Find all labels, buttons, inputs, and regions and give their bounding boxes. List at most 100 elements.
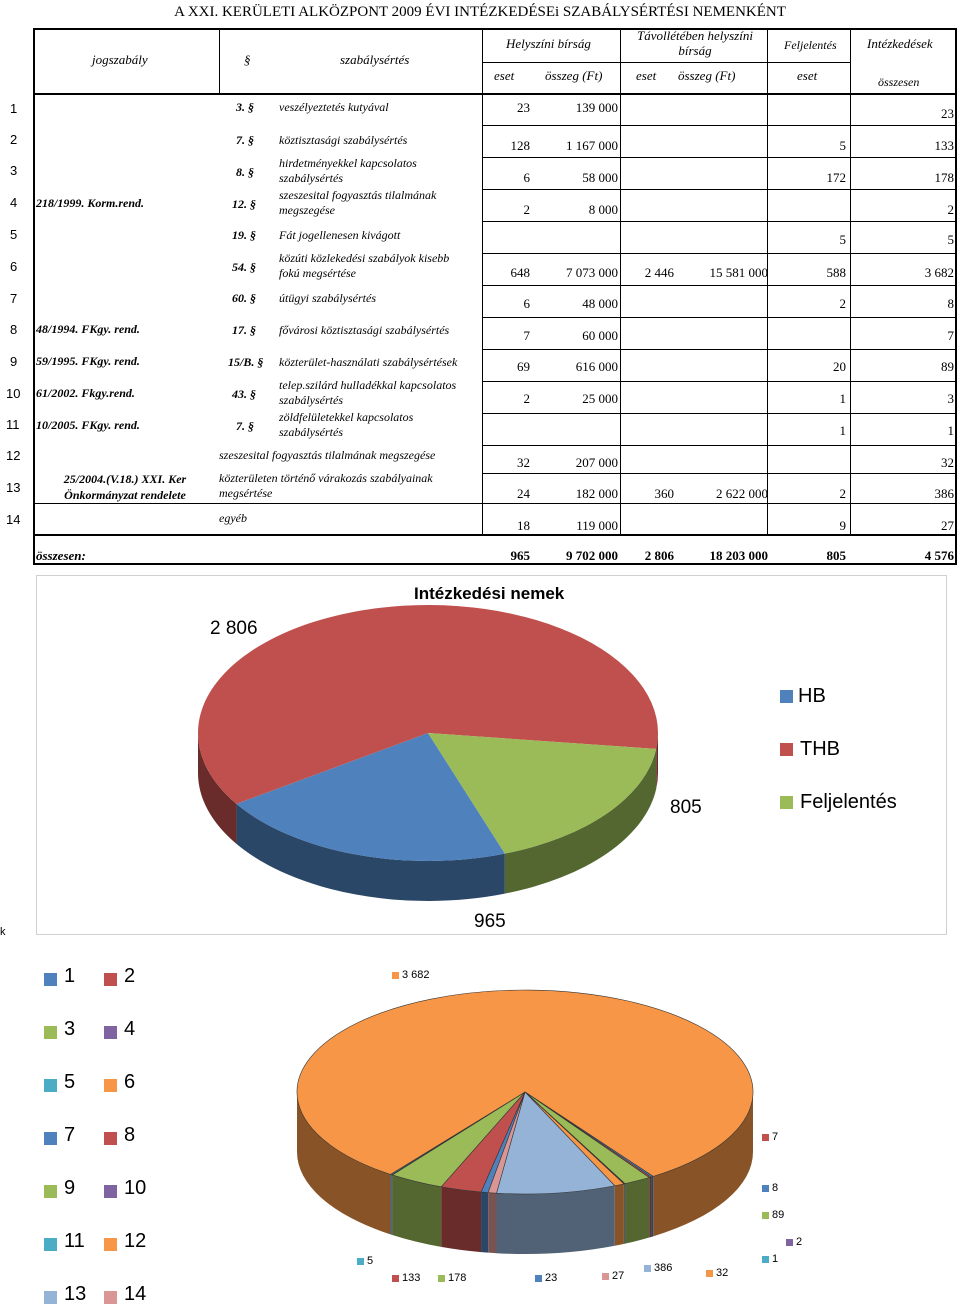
row-number: 13 — [6, 480, 21, 495]
cell-feljelentes: 9 — [839, 518, 847, 533]
legend-swatch — [44, 1026, 57, 1039]
total-feljelentes: 805 — [826, 548, 847, 563]
violation-description: szeszesital fogyasztás tilalmának megsze… — [219, 448, 436, 462]
violations-table — [33, 28, 957, 565]
cell-thb-osszeg: 2 622 000 — [716, 486, 768, 501]
header-osszesen: összesen — [878, 75, 920, 89]
data-label-swatch — [762, 1185, 769, 1192]
section-number: 8. § — [236, 165, 254, 179]
data-label-swatch — [762, 1256, 769, 1263]
legend-label: 6 — [124, 1071, 136, 1093]
violation-description: útügyi szabálysértés — [279, 291, 376, 305]
data-label: 3 682 — [402, 969, 430, 981]
cell-feljelentes: 2 — [839, 486, 847, 501]
cell-intezkedesek-total: 89 — [941, 359, 954, 374]
data-label: 1 — [772, 1253, 779, 1265]
total-intezkedesek: 4 576 — [924, 548, 954, 563]
legend-label: 8 — [124, 1124, 136, 1146]
header-intezkedesek: Intézkedések — [867, 36, 933, 51]
chart2-slice-side-2 — [441, 1186, 482, 1253]
law-name: 10/2005. FKgy. rend. — [36, 418, 140, 432]
data-label-swatch — [762, 1134, 769, 1141]
legend-label: 5 — [64, 1071, 76, 1093]
legend-label-hb: HB — [798, 685, 826, 707]
cell-intezkedesek-total: 27 — [941, 518, 954, 533]
cell-hb-osszeg: 25 000 — [582, 391, 618, 406]
header-eset: eset — [797, 68, 818, 83]
cell-intezkedesek-total: 3 — [947, 391, 955, 406]
cell-hb-osszeg: 119 000 — [576, 518, 618, 533]
stray-character: k — [0, 926, 6, 938]
cell-feljelentes: 5 — [839, 232, 847, 247]
cell-hb-osszeg: 616 000 — [575, 359, 618, 374]
data-label-swatch — [535, 1275, 542, 1282]
legend-label-feljelentes: Feljelentés — [800, 791, 897, 813]
section-number: 7. § — [236, 419, 254, 433]
chart-title: Intézkedési nemek — [414, 584, 565, 603]
data-label: 386 — [654, 1262, 673, 1274]
chart2-slice-side-10 — [624, 1183, 626, 1244]
legend-label: 14 — [124, 1283, 147, 1305]
violation-description: fővárosi köztisztasági szabálysértés — [279, 323, 450, 337]
data-label-swatch — [438, 1275, 445, 1282]
grid-line — [850, 30, 851, 535]
row-number: 14 — [6, 512, 21, 527]
chart2-slice-side-9 — [625, 1177, 650, 1244]
grid-line — [482, 445, 955, 446]
section-number: 12. § — [232, 197, 256, 211]
chart2-slice-side-8 — [649, 1176, 652, 1238]
chart2-slice-13 — [496, 1091, 616, 1195]
grid-line — [482, 413, 955, 414]
violation-description: köztisztasági szabálysértés — [279, 133, 408, 147]
chart2-slice-side-7 — [651, 1176, 654, 1237]
cell-hb-eset: 24 — [517, 486, 530, 501]
cell-hb-osszeg: 58 000 — [582, 170, 618, 185]
violation-description: zöldfelületekkel kapcsolatos szabálysért… — [279, 410, 414, 439]
chart-frame — [36, 575, 947, 935]
chart2-slice-side-4 — [391, 1174, 393, 1235]
cell-intezkedesek-total: 7 — [947, 328, 955, 343]
section-number: 54. § — [232, 260, 256, 274]
legend-swatch — [44, 1238, 57, 1251]
header-eset: eset — [636, 68, 657, 83]
data-label-swatch — [602, 1273, 609, 1280]
cell-hb-eset: 69 — [517, 359, 530, 374]
law-name: 25/2004.(V.18.) XXI. Ker Önkormányzat re… — [63, 472, 187, 502]
cell-feljelentes: 2 — [839, 296, 847, 311]
law-name: 61/2002. Fkgy.rend. — [36, 386, 135, 400]
cell-hb-osszeg: 8 000 — [588, 202, 618, 217]
row-number: 12 — [6, 448, 21, 463]
slice-label-hb: 965 — [474, 911, 506, 932]
cell-intezkedesek-total: 178 — [934, 170, 955, 185]
grid-line — [482, 473, 955, 474]
row-number: 8 — [10, 322, 18, 337]
legend-label: 13 — [64, 1283, 87, 1305]
cell-hb-eset: 128 — [510, 138, 531, 153]
total-hb-osszeg: 9 702 000 — [566, 548, 618, 563]
cell-hb-osszeg: 7 073 000 — [566, 265, 618, 280]
violation-description: telep.szilárd hulladékkal kapcsolatos sz… — [279, 378, 457, 407]
grid-line — [482, 125, 955, 126]
violation-description: Fát jogellenesen kivágott — [279, 228, 401, 242]
cell-intezkedesek-total: 2 — [947, 202, 955, 217]
grid-line — [219, 30, 220, 94]
grid-line — [482, 253, 955, 254]
section-number: 19. § — [232, 228, 256, 242]
legend-label: 10 — [124, 1177, 147, 1199]
grid-line — [767, 30, 768, 535]
cell-hb-eset: 6 — [523, 296, 531, 311]
cell-hb-eset: 6 — [523, 170, 531, 185]
cell-hb-eset: 2 — [523, 391, 531, 406]
legend-swatch — [44, 1185, 57, 1198]
data-label-swatch — [392, 972, 399, 979]
cell-intezkedesek-total: 133 — [934, 138, 955, 153]
law-name: 48/1994. FKgy. rend. — [36, 322, 140, 336]
chart2-slice-side-13 — [496, 1185, 615, 1254]
violation-description: veszélyeztetés kutyával — [279, 100, 389, 114]
cell-feljelentes: 5 — [839, 138, 847, 153]
header-jogszabaly: jogszabály — [92, 52, 148, 67]
data-label-swatch — [357, 1258, 364, 1265]
cell-hb-osszeg: 1 167 000 — [566, 138, 618, 153]
legend-swatch — [104, 1132, 117, 1145]
